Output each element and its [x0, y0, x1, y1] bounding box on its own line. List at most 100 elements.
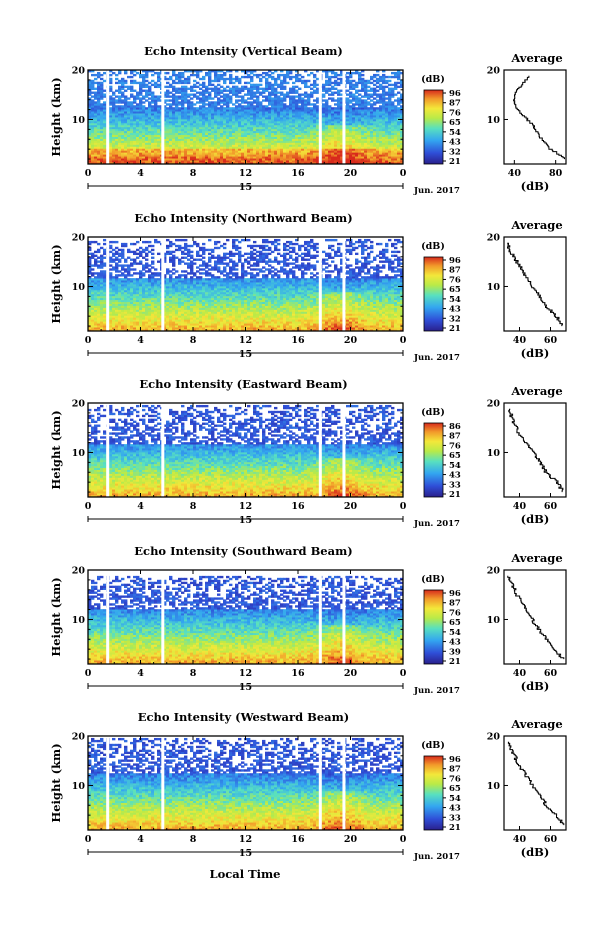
heatmap-cell [337, 117, 341, 120]
heatmap-cell [271, 77, 275, 81]
heatmap-cell [271, 126, 275, 130]
heatmap-cell [109, 293, 113, 297]
heatmap-cell [124, 150, 128, 153]
heatmap-cell [184, 122, 188, 126]
heatmap-cell [280, 91, 284, 94]
heatmap-cell [175, 148, 179, 151]
heatmap-cell [280, 103, 284, 106]
heatmap-cell [97, 160, 101, 163]
heatmap-cell [349, 93, 353, 96]
heatmap-cell [304, 81, 308, 85]
heatmap-cell [388, 83, 392, 87]
heatmap-cell [271, 71, 275, 75]
heatmap-cell [193, 79, 197, 83]
heatmap-cell [256, 124, 260, 128]
heatmap-cell [268, 122, 272, 126]
heatmap-cell [94, 264, 98, 267]
heatmap-cell [124, 319, 128, 322]
heatmap-cell [139, 109, 143, 112]
heatmap-cell [241, 140, 245, 143]
heatmap-cell [388, 118, 392, 122]
heatmap-cell [91, 81, 95, 85]
heatmap-cell [316, 138, 320, 141]
heatmap-cell [187, 126, 191, 130]
heatmap-cell [280, 130, 284, 134]
heatmap-cell [115, 284, 119, 287]
heatmap-cell [301, 132, 305, 136]
heatmap-cell [223, 79, 227, 83]
heatmap-cell [292, 158, 296, 161]
heatmap-cell [175, 120, 179, 124]
heatmap-cell [151, 73, 155, 77]
heatmap-cell [223, 156, 227, 159]
heatmap-cell [199, 140, 203, 143]
heatmap-cell [358, 103, 362, 106]
heatmap-cell [94, 107, 98, 110]
heatmap-cell [277, 97, 281, 100]
heatmap-cell [238, 120, 242, 124]
heatmap-cell [181, 134, 185, 137]
heatmap-cell [187, 115, 191, 118]
heatmap-cell [358, 120, 362, 124]
heatmap-cell [301, 97, 305, 100]
heatmap-cell [358, 122, 362, 126]
heatmap-cell [145, 115, 149, 118]
heatmap-cell [94, 95, 98, 98]
heatmap-cell [199, 128, 203, 132]
heatmap-cell [136, 144, 140, 147]
heatmap-cell [265, 109, 269, 112]
heatmap-cell [262, 117, 266, 120]
heatmap-cell [181, 115, 185, 118]
heatmap-cell [166, 138, 170, 141]
heatmap-cell [145, 152, 149, 155]
heatmap-cell [250, 128, 254, 132]
heatmap-cell [124, 260, 128, 263]
heatmap-cell [250, 93, 254, 96]
heatmap-cell [208, 118, 212, 122]
heatmap-cell [88, 105, 92, 108]
heatmap-cell [124, 270, 128, 273]
heatmap-cell [121, 81, 125, 85]
heatmap-cell [118, 152, 122, 155]
heatmap-cell [151, 150, 155, 153]
heatmap-cell [229, 150, 233, 153]
heatmap-cell [292, 89, 296, 92]
heatmap-cell [322, 140, 326, 143]
heatmap-cell [307, 85, 311, 89]
heatmap-cell [295, 91, 299, 94]
heatmap-cell [349, 156, 353, 159]
heatmap-cell [337, 144, 341, 147]
heatmap-cell [109, 303, 113, 306]
heatmap-cell [91, 85, 95, 89]
heatmap-cell [103, 272, 107, 275]
heatmap-cell [103, 113, 107, 116]
heatmap-cell [334, 81, 338, 85]
heatmap-cell [277, 101, 281, 104]
heatmap-cell [97, 111, 101, 114]
heatmap-cell [316, 91, 320, 94]
heatmap-cell [400, 71, 404, 75]
heatmap-cell [133, 144, 137, 147]
heatmap-cell [325, 101, 329, 104]
heatmap-cell [310, 160, 314, 163]
heatmap-cell [226, 111, 230, 114]
heatmap-cell [121, 140, 125, 143]
heatmap-cell [109, 297, 113, 301]
heatmap-cell [268, 111, 272, 114]
heatmap-cell [256, 95, 260, 98]
heatmap-cell [241, 146, 245, 149]
heatmap-cell [385, 136, 389, 139]
heatmap-cell [397, 97, 401, 100]
heatmap-cell [238, 160, 242, 163]
heatmap-cell [388, 95, 392, 98]
heatmap-cell [274, 77, 278, 81]
heatmap-cell [370, 150, 374, 153]
heatmap-cell [112, 260, 116, 263]
heatmap-cell [118, 278, 122, 281]
heatmap-cell [199, 113, 203, 116]
heatmap-cell [307, 144, 311, 147]
heatmap-cell [340, 156, 344, 159]
heatmap-cell [217, 136, 221, 139]
heatmap-cell [289, 120, 293, 124]
heatmap-cell [97, 142, 101, 145]
